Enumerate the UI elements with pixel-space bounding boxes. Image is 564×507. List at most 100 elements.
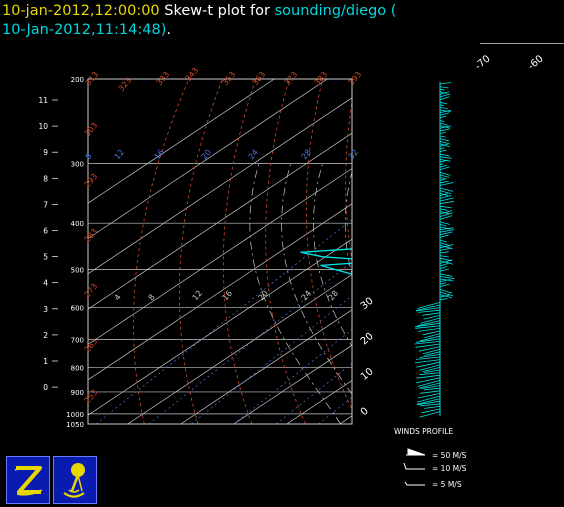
- title-date: 10-jan-2012,12:00:00: [2, 3, 160, 19]
- dry-adiabat-label: 373: [283, 70, 300, 87]
- dry-adiabat-label: 293: [83, 172, 100, 189]
- wind-barb: [420, 335, 441, 342]
- isotherm-line: [446, 79, 564, 424]
- wind-barb: [418, 309, 441, 313]
- wind-barb: [439, 259, 453, 264]
- height-tick-label: 9: [43, 148, 48, 157]
- wind-legend-10-icon: [403, 462, 425, 470]
- isotherm-line: [88, 79, 328, 239]
- title-source[interactable]: sounding/diego (: [274, 3, 397, 19]
- wind-barb: [439, 179, 445, 181]
- isotherm-line: [499, 79, 564, 424]
- pressure-tick-label: 500: [71, 267, 84, 275]
- wind-barb: [439, 177, 447, 180]
- wind-barb: [439, 221, 450, 225]
- wind-barb: [417, 302, 441, 309]
- winds-legend-title: WINDS PROFILE: [394, 427, 453, 436]
- isotherm-line: [180, 309, 352, 424]
- wind-barb: [439, 268, 450, 272]
- wind-barb: [419, 354, 441, 358]
- moist-adiabat-line: [249, 163, 341, 424]
- z-logo-icon[interactable]: [6, 456, 50, 504]
- wind-barb: [414, 341, 441, 345]
- wind-barb: [439, 276, 455, 280]
- wind-barb: [417, 400, 441, 406]
- wind-barb: [439, 262, 451, 267]
- dry-adiabat-label: 323: [117, 76, 134, 93]
- mixing-ratio-line: [318, 396, 352, 424]
- wind-barb: [423, 315, 441, 320]
- z-logo-shape-icon: [14, 466, 43, 496]
- wind-barb: [439, 231, 453, 236]
- wind-barb: [439, 120, 445, 123]
- wind-barb: [439, 109, 451, 112]
- height-tick-label: 6: [43, 227, 48, 236]
- moist-adiabat-label: 24: [300, 289, 313, 303]
- wind-barb: [416, 398, 441, 405]
- isotherm-line: [88, 79, 275, 204]
- wind-barb: [418, 382, 441, 389]
- dry-adiabat-line: [557, 79, 564, 424]
- isotherm-line: [552, 79, 564, 424]
- wind-barb: [439, 291, 454, 297]
- wind-barb: [439, 96, 450, 100]
- moist-adiabat-label: 4: [113, 293, 123, 303]
- wind-barb: [439, 93, 451, 98]
- wind-barb: [415, 307, 441, 312]
- wind-barb: [439, 182, 454, 186]
- wind-barb: [439, 247, 453, 251]
- wind-barb: [439, 159, 448, 163]
- wind-barb: [439, 163, 444, 165]
- wind-barb: [439, 298, 448, 301]
- pressure-tick-label: 900: [71, 389, 84, 397]
- wind-barb: [416, 338, 441, 343]
- moist-adiabat-line: [281, 163, 352, 395]
- wind-barb: [439, 88, 445, 91]
- wind-barb: [419, 403, 441, 407]
- wind-barb: [416, 374, 441, 379]
- wind-barb: [439, 283, 450, 288]
- wind-barb: [439, 101, 448, 105]
- wind-barb: [424, 333, 441, 339]
- wind-barb: [439, 91, 450, 95]
- dry-adiabat-line: [178, 79, 223, 424]
- wind-barb: [424, 406, 441, 409]
- height-tick-label: 4: [43, 279, 48, 288]
- pressure-tick-label: 400: [71, 220, 84, 228]
- wind-barb: [439, 239, 448, 243]
- wind-barb: [439, 109, 452, 113]
- wind-barb: [439, 132, 446, 134]
- wind-barb: [439, 190, 452, 195]
- wind-legend-50-icon: [406, 448, 426, 456]
- dry-adiabat-label: 363: [251, 70, 268, 87]
- dewpoint-line: [300, 248, 352, 275]
- wind-barb: [439, 205, 452, 209]
- chart-title: 10-jan-2012,12:00:00 Skew-t plot for sou…: [2, 2, 396, 40]
- title-end: .: [166, 22, 171, 38]
- mixing-ratio-label: 16: [153, 148, 166, 162]
- wind-barb: [439, 294, 450, 298]
- dry-adiabat-line: [305, 79, 352, 411]
- wind-barb: [420, 390, 441, 394]
- height-tick-label: 2: [43, 331, 48, 340]
- height-tick-label: 11: [38, 96, 48, 105]
- wind-barb: [439, 195, 452, 199]
- dry-adiabat-line: [420, 79, 520, 424]
- wind-barb: [420, 317, 441, 324]
- wind-barb: [416, 377, 441, 384]
- wind-barb: [439, 107, 448, 109]
- mixing-ratio-line: [95, 218, 352, 424]
- wind-barb: [424, 369, 441, 373]
- height-tick-label: 3: [43, 305, 48, 314]
- height-tick-label: 10: [38, 122, 48, 131]
- mixing-ratio-line: [361, 125, 564, 424]
- dry-adiabat-label: 343: [184, 66, 201, 83]
- wind-barb: [439, 153, 450, 157]
- wind-barb: [439, 86, 449, 89]
- wind-barb: [439, 181, 449, 184]
- wind-barb: [439, 282, 447, 285]
- radar-tower-logo-icon[interactable]: [53, 456, 97, 504]
- height-tick-label: 0: [43, 383, 48, 392]
- mixing-ratio-line: [148, 261, 352, 424]
